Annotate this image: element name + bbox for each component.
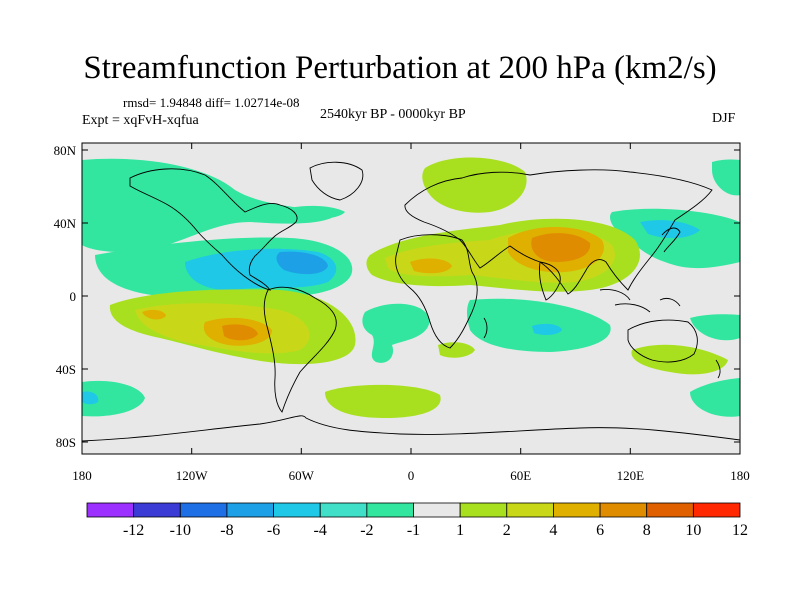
experiment-label: Expt = xqFvH-xqfua xyxy=(82,113,199,128)
coastlines xyxy=(82,161,740,442)
contour-pos-europe xyxy=(422,157,527,213)
contour-neg-indian-core xyxy=(532,323,562,335)
colorbar-label: -1 xyxy=(407,522,420,539)
colorbar-swatch xyxy=(133,502,181,518)
colorbar-swatch xyxy=(226,502,274,518)
colorbar-swatch xyxy=(646,502,694,518)
contour-neg-high-lat-east xyxy=(712,159,740,196)
colorbar-swatch xyxy=(179,502,228,518)
stats-line: rmsd= 1.94848 diff= 1.02714e-08 xyxy=(123,95,300,110)
colorbar-swatch xyxy=(273,502,321,518)
colorbar-label: 1 xyxy=(456,522,464,539)
contour-neg-southern-ocean-east xyxy=(690,378,740,417)
contour-pos-south-atlantic xyxy=(438,342,475,358)
colorbar-swatch xyxy=(599,502,648,518)
coast-africa xyxy=(395,234,478,349)
lat-label-80n: 80N xyxy=(54,143,77,158)
lon-label-120e: 120E xyxy=(617,468,645,483)
contour-neg-america-inner xyxy=(276,251,328,275)
perturbation-field xyxy=(82,157,740,418)
colorbar-swatch xyxy=(319,502,368,518)
contour-neg-north-pacific xyxy=(82,158,340,253)
colorbar-label: 4 xyxy=(549,522,557,539)
colorbar-label: 2 xyxy=(503,522,511,539)
colorbar-label: -4 xyxy=(314,522,327,539)
coast-north-america xyxy=(129,168,298,291)
lon-label-120w: 120W xyxy=(176,468,209,483)
contour-neg-pacific-west xyxy=(82,220,99,236)
colorbar-label: -6 xyxy=(267,522,280,539)
contour-pos-south-america-west xyxy=(142,309,166,320)
season-label: DJF xyxy=(712,111,736,126)
colorbar-label: -10 xyxy=(170,522,191,539)
colorbar-label: -12 xyxy=(123,522,144,539)
colorbar-swatch xyxy=(692,502,741,518)
colorbar-label: 10 xyxy=(685,522,701,539)
colorbar-label: 8 xyxy=(643,522,651,539)
coast-eurasia xyxy=(404,169,713,295)
coast-antarctica xyxy=(82,415,740,442)
contour-pos-southwest-pacific xyxy=(631,344,728,375)
lon-label-180w: 180 xyxy=(72,468,92,483)
map-title: Streamfunction Perturbation at 200 hPa (… xyxy=(83,50,717,86)
coast-southeast-asia-islands xyxy=(599,289,681,313)
lon-tick-marks xyxy=(191,143,631,454)
colorbar-swatch xyxy=(553,502,601,518)
contour-neg-southern-ocean-west-core xyxy=(82,391,99,405)
colorbar: -12 -10 -8 -6 -4 -2 -1 1 2 4 6 8 10 12 xyxy=(86,502,748,539)
colorbar-swatch xyxy=(366,502,414,518)
period-label: 2540kyr BP - 0000kyr BP xyxy=(320,107,466,122)
contour-neg-southern-ocean-west xyxy=(82,380,145,417)
lon-label-180e: 180 xyxy=(730,468,750,483)
coast-south-america xyxy=(263,286,337,413)
lon-label-0: 0 xyxy=(408,468,415,483)
coast-japan xyxy=(661,227,681,253)
contour-neg-north-atlantic xyxy=(290,205,345,219)
colorbar-swatch xyxy=(459,502,508,518)
lat-label-40s: 40S xyxy=(56,362,76,377)
coast-madagascar xyxy=(483,317,488,339)
lon-label-60e: 60E xyxy=(510,468,531,483)
colorbar-label: 6 xyxy=(596,522,604,539)
contour-pos-asia-inner xyxy=(531,233,591,262)
coast-australia xyxy=(627,319,698,363)
contour-neg-south-pacific-east xyxy=(690,314,740,341)
colorbar-swatch xyxy=(86,502,135,518)
colorbar-label: -2 xyxy=(360,522,373,539)
coast-india xyxy=(539,261,561,301)
colorbar-label: -8 xyxy=(220,522,233,539)
colorbar-swatch xyxy=(506,502,554,518)
lat-label-40n: 40N xyxy=(54,216,77,231)
lat-label-80s: 80S xyxy=(56,435,76,450)
contour-neg-atlantic-south xyxy=(362,303,430,363)
lat-label-0: 0 xyxy=(70,289,77,304)
contour-pos-south-america-inner xyxy=(222,324,258,341)
contour-pos-africa-core xyxy=(410,258,452,274)
contour-pos-southern-ocean-atlantic xyxy=(325,384,441,418)
lon-label-60w: 60W xyxy=(289,468,315,483)
lat-tick-marks xyxy=(82,149,740,443)
colorbar-swatch xyxy=(413,502,461,518)
colorbar-label: 12 xyxy=(732,522,748,539)
coast-greenland xyxy=(309,161,364,201)
coast-new-zealand xyxy=(715,359,721,379)
